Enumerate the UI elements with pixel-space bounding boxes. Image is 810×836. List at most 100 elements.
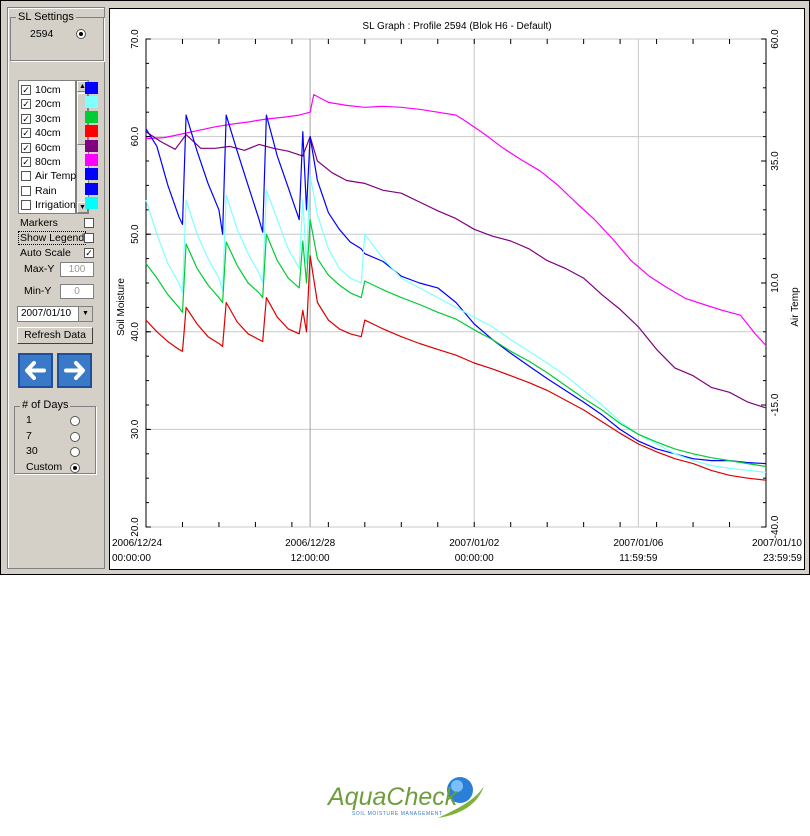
series-checkbox[interactable]: ✓ <box>21 113 31 124</box>
y2-tick-label: -15.0 <box>770 393 781 416</box>
series-label: Air Temp <box>35 170 77 183</box>
aquacheck-logo-icon: AquaCheck SOIL MOISTURE MANAGEMENT <box>326 777 484 818</box>
profile-id-label: 2594 <box>30 28 54 40</box>
days-option-label: 7 <box>26 429 32 442</box>
y2-axis-label: Air Temp <box>790 287 801 327</box>
refresh-data-button[interactable]: Refresh Data <box>17 327 93 344</box>
series-list[interactable]: ✓ 10cm ✓ 20cm ✓ 30cm ✓ 40cm ✓ 60cm ✓ 80cm Air Temp Ra… <box>18 80 76 214</box>
x-tick-label: 2006/12/28 <box>285 538 335 549</box>
series-color-swatch[interactable] <box>85 96 98 109</box>
x-tick-label: 00:00:00 <box>455 553 494 564</box>
y-tick-label: 30.0 <box>130 419 141 439</box>
y2-tick-label: 35.0 <box>770 151 781 171</box>
svg-text:AquaCheck: AquaCheck <box>326 783 459 811</box>
days-option-label: Custom <box>26 460 63 473</box>
next-button[interactable] <box>57 353 92 388</box>
y-tick-label: 50.0 <box>130 224 141 244</box>
app-window: SL Settings 2594 ✓ 10cm ✓ 20cm ✓ 30cm ✓ 40cm ✓ 60… <box>0 0 810 575</box>
series-label: Rain <box>35 184 57 197</box>
max-y-input[interactable]: 100 <box>60 262 94 277</box>
series-line <box>145 219 767 468</box>
series-line <box>145 175 767 473</box>
y2-tick-label: -40.0 <box>770 515 781 538</box>
y2-tick-label: 10.0 <box>770 273 781 293</box>
series-checkbox[interactable] <box>21 171 31 182</box>
date-select[interactable]: 2007/01/10 ▼ <box>17 306 93 322</box>
x-tick-label: 00:00:00 <box>112 553 151 564</box>
sl-settings-legend: SL Settings <box>16 11 76 23</box>
series-line <box>145 255 767 481</box>
series-label: Irrigation <box>35 199 76 212</box>
series-label: 80cm <box>35 156 61 168</box>
series-checkbox[interactable] <box>21 200 31 211</box>
max-y-label: Max-Y <box>24 263 55 275</box>
min-y-input[interactable]: 0 <box>60 284 94 299</box>
arrow-left-icon <box>25 361 46 380</box>
x-tick-label: 2006/12/24 <box>112 538 162 549</box>
days-option-radio[interactable] <box>70 416 80 426</box>
series-color-swatch[interactable] <box>85 154 98 166</box>
x-tick-label: 2007/01/02 <box>449 538 499 549</box>
series-color-swatch[interactable] <box>85 168 98 181</box>
min-y-label: Min-Y <box>24 285 52 297</box>
series-line <box>145 93 767 346</box>
y-tick-label: 20.0 <box>130 517 141 537</box>
markers-checkbox[interactable] <box>84 218 94 228</box>
series-color-swatch[interactable] <box>85 82 98 94</box>
settings-panel: SL Settings 2594 ✓ 10cm ✓ 20cm ✓ 30cm ✓ 40cm ✓ 60… <box>7 7 105 569</box>
markers-label: Markers <box>20 217 58 229</box>
series-color-swatch[interactable] <box>85 139 98 152</box>
days-legend: # of Days <box>20 399 71 411</box>
series-checkbox[interactable]: ✓ <box>21 128 31 139</box>
y2-tick-label: 60.0 <box>770 29 781 49</box>
series-color-swatch[interactable] <box>85 110 98 123</box>
series-item[interactable]: Rain <box>21 185 75 198</box>
profile-radio[interactable] <box>76 29 86 39</box>
arrow-right-icon <box>64 361 85 380</box>
series-color-swatch[interactable] <box>85 125 98 138</box>
series-item[interactable]: ✓ 10cm <box>21 84 75 97</box>
series-item[interactable]: ✓ 20cm <box>21 98 75 111</box>
series-label: 60cm <box>35 141 61 154</box>
days-option-radio[interactable] <box>70 447 80 457</box>
x-tick-label: 11:59:59 <box>619 553 658 564</box>
auto-scale-checkbox[interactable]: ✓ <box>84 248 94 258</box>
series-line <box>145 114 767 465</box>
series-item[interactable]: Irrigation <box>21 199 76 212</box>
series-item[interactable]: ✓ 40cm <box>21 127 75 140</box>
series-checkbox[interactable] <box>21 185 31 196</box>
aquacheck-logo: AquaCheck SOIL MOISTURE MANAGEMENT <box>326 772 491 824</box>
series-checkbox[interactable]: ✓ <box>21 157 31 167</box>
date-value: 2007/01/10 <box>21 308 72 319</box>
auto-scale-label: Auto Scale <box>20 247 71 259</box>
days-option-label: 30 <box>26 445 38 457</box>
series-item[interactable]: ✓ 60cm <box>21 142 75 155</box>
days-option-radio[interactable] <box>70 462 80 473</box>
series-label: 30cm <box>35 112 61 125</box>
series-item[interactable]: ✓ 80cm <box>21 156 75 169</box>
series-checkbox[interactable]: ✓ <box>21 85 31 95</box>
series-item[interactable]: ✓ 30cm <box>21 113 75 126</box>
series-color-swatch[interactable] <box>85 182 98 195</box>
previous-button[interactable] <box>18 353 53 388</box>
series-label: 10cm <box>35 84 61 96</box>
sl-settings-group <box>10 17 104 61</box>
series-item[interactable]: Air Temp <box>21 170 77 183</box>
chart-title: SL Graph : Profile 2594 (Blok H6 - Defau… <box>362 21 551 32</box>
soil-moisture-chart: 20.0 30.0 40.0 50.0 60.0 70.0 -40.0 -15.0 10.0 35… <box>112 21 802 564</box>
x-tick-label: 23:59:59 <box>763 553 802 564</box>
show-legend-checkbox[interactable] <box>84 233 94 243</box>
y-tick-label: 70.0 <box>130 29 141 49</box>
x-tick-label: 12:00:00 <box>291 553 330 564</box>
series-label: 20cm <box>35 98 61 111</box>
y-tick-label: 40.0 <box>130 322 141 342</box>
chevron-down-icon[interactable]: ▼ <box>78 307 92 321</box>
series-line <box>145 131 767 409</box>
x-tick-label: 2007/01/06 <box>613 538 663 549</box>
days-option-radio[interactable] <box>70 431 80 442</box>
show-legend-label: Show Legend <box>18 231 87 245</box>
series-checkbox[interactable]: ✓ <box>21 99 31 110</box>
series-color-swatch[interactable] <box>85 197 98 210</box>
series-checkbox[interactable]: ✓ <box>21 142 31 153</box>
days-option-label: 1 <box>26 414 32 426</box>
